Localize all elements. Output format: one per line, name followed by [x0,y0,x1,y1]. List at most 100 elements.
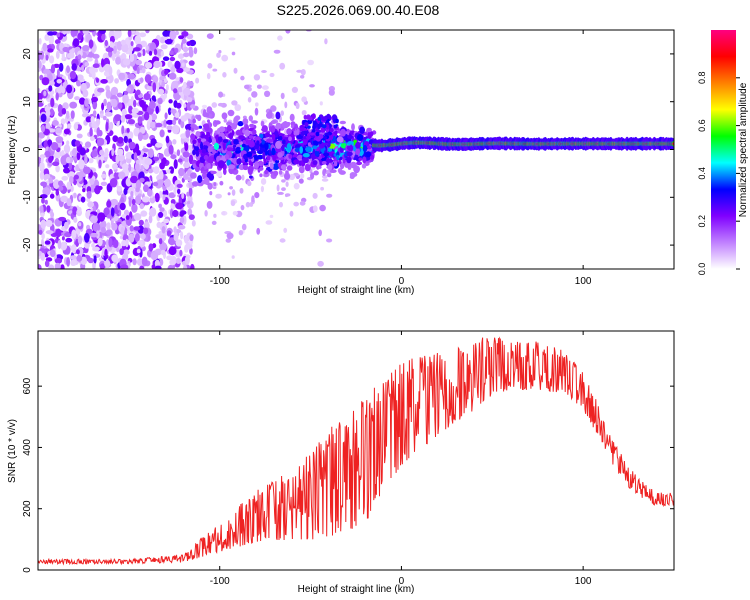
spectrogram-cell [192,163,196,169]
spectrogram-cell [101,32,106,41]
spectrogram-cell [81,112,90,118]
spectrogram-cell [72,38,80,48]
spectrogram-cell [43,90,47,97]
spectrogram-cell [124,145,129,152]
spectrogram-cell [144,74,152,84]
spectrogram-cell [63,144,71,154]
spectrogram-cell [133,99,137,108]
spectrogram-cell [119,202,126,211]
snr-y-ticks: 0 200 400 600 [22,377,674,573]
spectrogram-cell [323,136,328,140]
spectrogram-cell [237,121,244,127]
spectrogram-cell [298,178,304,184]
spectrogram-cell [116,247,120,253]
spectrogram-cell [264,90,271,98]
spectrogram-cell [66,257,70,267]
spectrogram-cell [369,154,375,160]
spectrogram-cell [137,240,144,246]
spectrogram-cell [271,133,276,141]
spectrogram-cell [106,101,112,112]
spectrogram-cell [137,132,143,142]
spectrogram-cell [106,222,111,230]
spectrogram-cell [261,70,267,73]
spectrogram-cell [83,166,91,175]
spectrogram-cell [186,169,192,177]
spectrogram-cell [170,108,177,114]
spectrogram-cell [254,136,261,141]
spectrogram-cell [302,153,310,158]
spectrogram-cell [76,74,84,81]
spectrogram-cell [259,173,263,178]
spectrogram-cell [213,182,217,187]
spectrogram-cell [170,154,177,160]
spectrogram-cell [80,82,87,92]
spectrogram-cell [251,195,255,203]
spectrogram-cell [165,84,169,91]
spectrogram-cell [92,99,98,110]
spectrogram-cell [365,151,372,158]
spectrogram-cell [299,127,304,132]
spectrogram-cell [264,142,269,151]
spectrogram-cell [120,226,125,236]
spectrogram-cell [103,207,110,216]
spectrogram-cell [315,137,321,142]
spectrogram-cell [236,158,242,165]
spectrogram-cell [73,216,78,223]
spectrogram-cell [207,119,210,123]
spectrogram-cell [235,174,242,181]
spectrogram-cell [261,16,267,23]
spectrogram-cell [142,48,146,57]
spectrogram-cell [130,190,134,198]
spectrogram-cell [248,135,254,139]
spectrogram-cell [131,107,139,114]
spectrogram-cell [281,144,285,152]
spectrogram-cell [226,147,234,152]
spectrogram-cell [235,146,241,151]
spectrogram-cell [125,215,130,220]
spectrogram-cell [131,182,136,188]
spectrogram-cell [60,241,68,251]
spectrogram-x-axis-label: Height of straight line (km) [298,285,415,296]
spectrogram-cells [38,16,674,269]
spectrogram-cell [183,265,188,269]
spectrogram-cell [264,169,269,175]
spectrogram-cell [122,58,131,66]
spectrogram-cell [300,75,305,79]
x-tick-label: 0 [399,576,405,587]
spectrogram-cell [121,239,127,247]
spectrogram-cell [260,185,264,193]
spectrogram-cell [38,102,44,107]
spectrogram-cell [101,226,106,234]
spectrogram-cell [40,124,46,133]
spectrogram-cell [227,192,231,196]
spectrogram-cell [66,65,70,73]
spectrogram-cell [252,129,257,136]
spectrogram-cell [160,249,166,256]
spectrogram-cell [147,188,153,197]
spectrogram-cell [42,187,51,196]
spectrogram-cell [170,199,176,205]
spectrogram-cell [190,133,196,140]
spectrogram-cell [193,47,198,55]
spectrogram-cell [139,265,145,269]
spectrogram-cell [43,68,51,75]
spectrogram-cell [163,218,170,224]
spectrogram-cell [100,220,107,229]
spectrogram-cell [321,124,327,129]
spectrogram-cell [288,154,293,159]
spectrogram-cell [77,235,83,245]
spectrogram-cell [172,139,177,145]
spectrogram-cell [172,119,177,126]
snr-x-axis-label: Height of straight line (km) [298,584,415,595]
spectrogram-cell [179,216,185,224]
spectrogram-cell [49,55,55,64]
spectrogram-cell [293,159,300,165]
spectrogram-cell [329,169,337,174]
spectrogram-cell [163,93,167,99]
spectrogram-cell [231,100,238,106]
x-tick-label: 100 [575,576,592,587]
spectrogram-cell [49,34,55,44]
spectrogram-cell [92,246,100,252]
spectrogram-cell [177,86,183,93]
spectrogram-cell [109,178,118,188]
